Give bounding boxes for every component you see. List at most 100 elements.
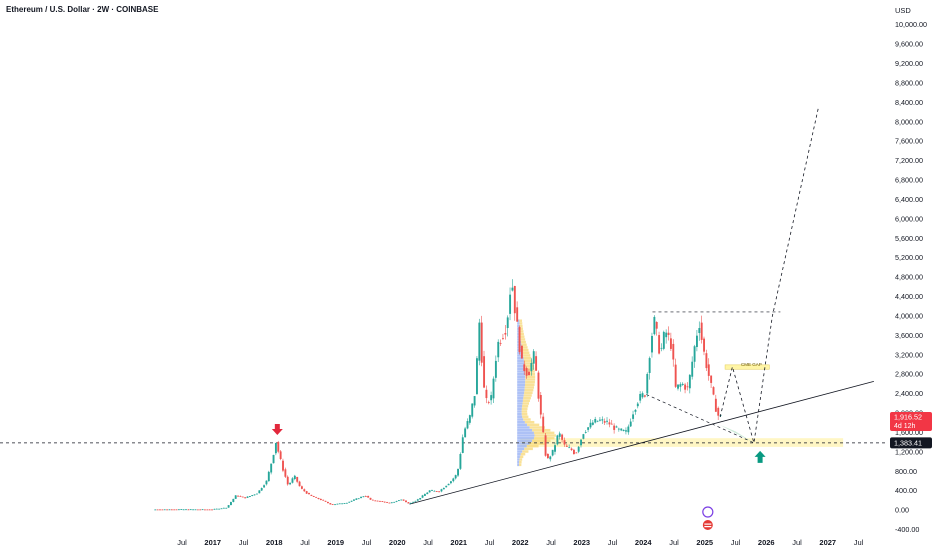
candle-body [220, 508, 223, 510]
candle-body [187, 509, 190, 511]
projection-path [719, 107, 819, 443]
candle-body [260, 488, 263, 491]
volume-profile-bar [517, 391, 525, 395]
volume-profile-bar [524, 388, 534, 392]
candle-body [525, 368, 528, 376]
candle-body [457, 468, 459, 476]
volume-profile-bar [517, 415, 523, 419]
volume-profile-bar [517, 322, 520, 325]
candle-body [608, 422, 611, 425]
volume-profile-bar [517, 380, 526, 384]
candle-body [293, 475, 296, 480]
candle-body [265, 480, 268, 485]
candle-body [192, 509, 195, 511]
candle-body [542, 416, 545, 433]
volume-profile-bar [526, 444, 539, 448]
y-tick-label: 1,200.00 [895, 447, 923, 456]
candle-body [632, 414, 635, 419]
volume-profile-bar [519, 322, 523, 325]
candle-body [674, 364, 677, 387]
y-tick-label: 9,200.00 [895, 59, 923, 68]
candle-body [208, 509, 211, 511]
y-tick-label: 10,000.00 [895, 20, 927, 29]
candle-body [695, 335, 698, 348]
candle-body [364, 496, 367, 497]
candle-body [395, 501, 398, 502]
candle-body [166, 509, 169, 511]
x-tick-label: Jul [792, 538, 802, 547]
candle-body [379, 500, 381, 502]
candle-body [386, 502, 389, 503]
x-tick-label: 2023 [573, 538, 590, 547]
volume-profile-bar [520, 332, 524, 336]
candle-body [580, 439, 582, 446]
candle-body [419, 497, 422, 500]
candle-body [665, 332, 668, 338]
candle-body [710, 375, 713, 383]
volume-profile-bar [521, 343, 527, 346]
candle-body [237, 495, 240, 497]
candle-body [523, 364, 526, 371]
x-tick-label: 2024 [635, 538, 653, 547]
candle-body [402, 499, 405, 501]
candle-body [584, 432, 587, 433]
candle-body [371, 499, 374, 501]
x-tick-label: Jul [485, 538, 495, 547]
candle-body [532, 351, 535, 364]
volume-profile-bar [533, 431, 555, 435]
volume-profile-bar [523, 394, 532, 397]
volume-profile-bar [524, 391, 533, 395]
cme-gap-zone [724, 364, 770, 370]
candle-body [714, 398, 717, 412]
x-tick-label: 2027 [819, 538, 836, 547]
candle-body [376, 500, 379, 502]
candle-body [530, 362, 533, 372]
candle-body [201, 509, 204, 511]
volume-profile-bar [517, 367, 525, 371]
candle-body [400, 499, 403, 501]
chart-title: Ethereum / U.S. Dollar · 2W · COINBASE [6, 5, 159, 14]
zones-layer: CME GAP [520, 362, 844, 447]
volume-profile-bar [517, 444, 527, 448]
candle-body [336, 503, 339, 505]
price-badge-value: 1,916.52 [894, 412, 922, 421]
volume-profile-bar [525, 378, 536, 381]
candle-body [506, 317, 509, 329]
candle-body [177, 509, 180, 511]
candle-body [248, 496, 251, 497]
volume-profile-bar [517, 447, 525, 451]
volume-profile-bar [517, 362, 525, 365]
candle-body [263, 485, 266, 488]
candle-body [651, 335, 653, 353]
y-tick-label: 5,200.00 [895, 253, 923, 262]
candle-body [222, 507, 225, 509]
candle-body [326, 501, 329, 504]
volume-profile-bar [519, 455, 524, 459]
candle-body [362, 496, 365, 498]
candle-body [317, 497, 320, 499]
volume-profile-bar [524, 362, 533, 365]
volume-profile-bar [517, 426, 530, 429]
volume-profile-bar [517, 388, 525, 392]
candle-body [438, 491, 441, 493]
candle-body [256, 493, 258, 495]
volume-profile-bar [517, 351, 523, 354]
candle-body [707, 364, 710, 376]
candle-body [461, 437, 464, 453]
volume-profile-bar [519, 458, 523, 461]
candle-body [473, 396, 476, 406]
candle-body [466, 421, 469, 429]
volume-profile-bar [517, 324, 520, 328]
candle-body [499, 342, 502, 344]
candle-body [563, 440, 566, 445]
candle-body [388, 502, 391, 504]
x-tick-label: Jul [300, 538, 310, 547]
volume-profile-bar [523, 418, 531, 421]
candle-body [546, 453, 549, 459]
candle-body [454, 475, 457, 479]
candle-body [705, 353, 708, 369]
volume-profile-bar [522, 348, 529, 352]
candle-body [641, 393, 644, 398]
volume-profile-bar [517, 439, 533, 443]
